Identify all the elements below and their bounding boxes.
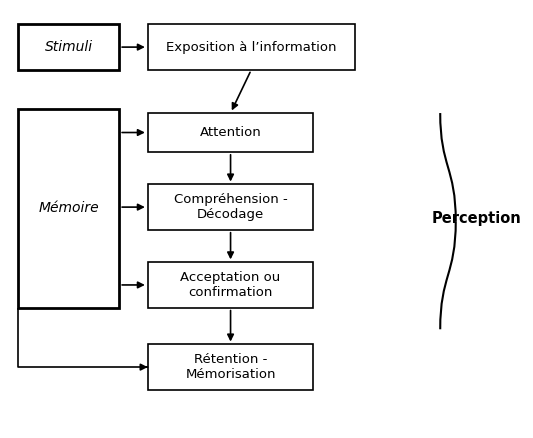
FancyBboxPatch shape	[18, 109, 119, 307]
FancyBboxPatch shape	[148, 25, 355, 70]
Text: Exposition à l’information: Exposition à l’information	[166, 41, 336, 53]
FancyBboxPatch shape	[18, 25, 119, 70]
FancyBboxPatch shape	[148, 184, 313, 230]
Text: Stimuli: Stimuli	[45, 40, 93, 54]
FancyBboxPatch shape	[148, 113, 313, 152]
Text: Attention: Attention	[200, 126, 261, 139]
Text: Acceptation ou
confirmation: Acceptation ou confirmation	[181, 271, 281, 299]
Text: Mémoire: Mémoire	[38, 201, 99, 215]
Text: Perception: Perception	[432, 212, 521, 226]
FancyBboxPatch shape	[148, 344, 313, 390]
Text: Rétention -
Mémorisation: Rétention - Mémorisation	[185, 353, 276, 381]
Text: Compréhension -
Décodage: Compréhension - Décodage	[174, 193, 287, 221]
FancyBboxPatch shape	[148, 262, 313, 307]
